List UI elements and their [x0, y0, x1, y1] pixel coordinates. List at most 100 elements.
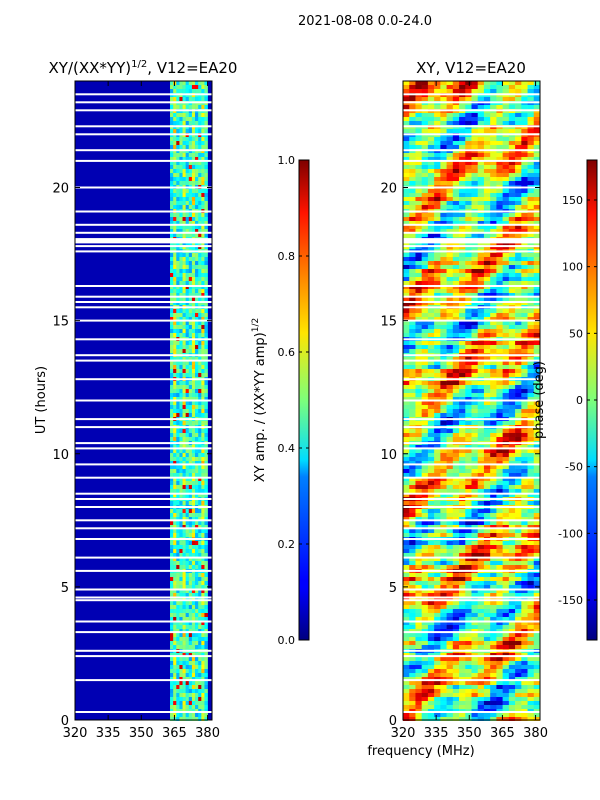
amplitude-cell: [201, 117, 205, 121]
amplitude-cell: [204, 665, 208, 669]
phase-cell: [465, 89, 472, 93]
phase-cell: [427, 189, 435, 193]
amplitude-cell: [195, 621, 199, 625]
amplitude-cell: [198, 453, 202, 457]
phase-cell: [496, 461, 503, 465]
phase-cell: [496, 449, 503, 453]
phase-cell: [496, 317, 503, 321]
phase-cell: [409, 573, 416, 577]
phase-cell: [465, 357, 472, 361]
amplitude-cell: [204, 617, 208, 621]
phase-cell: [459, 393, 466, 397]
phase-cell: [427, 345, 435, 349]
phase-cell: [483, 173, 491, 177]
phase-cell: [521, 521, 528, 525]
amplitude-cell: [195, 325, 199, 329]
phase-cell: [465, 361, 472, 365]
amplitude-cell: [188, 349, 193, 353]
phase-cell: [483, 517, 491, 521]
phase-cell: [421, 361, 429, 365]
phase-cell: [415, 169, 422, 173]
amplitude-flag-row: [75, 285, 212, 287]
amplitude-cell: [204, 313, 208, 317]
amplitude-cell: [198, 625, 202, 629]
amplitude-cell: [182, 221, 186, 225]
amplitude-cell: [176, 325, 180, 329]
phase-cell: [427, 465, 435, 469]
phase-cell: [496, 189, 503, 193]
amplitude-colorbar-frame: [298, 159, 310, 641]
phase-cell: [459, 257, 466, 261]
phase-cell: [427, 85, 435, 89]
amplitude-cell: [191, 89, 196, 93]
phase-cell: [533, 573, 541, 577]
amplitude-cell: [173, 629, 177, 633]
phase-cell: [459, 481, 466, 485]
phase-cell: [502, 469, 510, 473]
phase-cell: [527, 197, 535, 201]
amplitude-cell: [185, 341, 190, 345]
amplitude-cell: [188, 597, 193, 601]
phase-cell: [483, 169, 491, 173]
phase-cell: [459, 477, 466, 481]
phase-cell: [477, 405, 485, 409]
amplitude-cell: [170, 445, 174, 449]
amplitude-flag-row: [75, 378, 212, 381]
amplitude-cell: [191, 677, 196, 681]
phase-cell: [521, 113, 528, 117]
phase-cell: [502, 97, 510, 101]
amplitude-cell: [204, 381, 208, 385]
amplitude-cell: [204, 581, 208, 585]
phase-cell: [440, 513, 447, 517]
amplitude-cell: [176, 617, 180, 621]
amplitude-cell: [195, 129, 199, 133]
amplitude-cell: [173, 105, 177, 109]
phase-cell: [496, 325, 503, 329]
phase-cell: [459, 81, 466, 85]
amplitude-cell: [170, 365, 174, 369]
phase-cell: [403, 333, 410, 337]
amplitude-cell: [191, 617, 196, 621]
phase-cell: [490, 421, 497, 425]
phase-cell: [496, 581, 503, 585]
phase-cell: [459, 345, 466, 349]
phase-cell: [415, 533, 422, 537]
amplitude-cell: [185, 293, 190, 297]
amplitude-cell: [198, 481, 202, 485]
amplitude-cell: [182, 369, 186, 373]
phase-cell: [508, 533, 516, 537]
amplitude-cell: [191, 221, 196, 225]
phase-cell: [483, 265, 491, 269]
amplitude-cell: [188, 161, 193, 165]
amplitude-cell: [173, 253, 177, 257]
phase-cell: [452, 469, 460, 473]
phase-cell: [521, 277, 528, 281]
phase-cell: [434, 213, 441, 217]
phase-cell: [427, 361, 435, 365]
phase-cell: [427, 357, 435, 361]
phase-cell: [452, 117, 460, 121]
amplitude-cell: [173, 357, 177, 361]
amplitude-cell: [201, 613, 205, 617]
amplitude-cell: [173, 117, 177, 121]
phase-cell: [508, 293, 516, 297]
amplitude-cell: [176, 517, 180, 521]
phase-cell: [415, 157, 422, 161]
phase-cell: [459, 177, 466, 181]
amplitude-cell: [179, 693, 183, 697]
phase-cell: [421, 481, 429, 485]
amplitude-cell: [185, 549, 190, 553]
phase-cell: [533, 597, 541, 601]
amplitude-cell: [195, 421, 199, 425]
amplitude-cell: [188, 673, 193, 677]
phase-cell: [490, 177, 497, 181]
amplitude-cell: [170, 529, 174, 533]
phase-cell: [440, 373, 447, 377]
phase-cell: [446, 313, 454, 317]
phase-cell: [502, 517, 510, 521]
phase-cell: [421, 617, 429, 621]
amplitude-cell: [176, 469, 180, 473]
phase-cell: [515, 197, 522, 201]
amplitude-cell: [195, 229, 199, 233]
amplitude-cell: [204, 465, 208, 469]
